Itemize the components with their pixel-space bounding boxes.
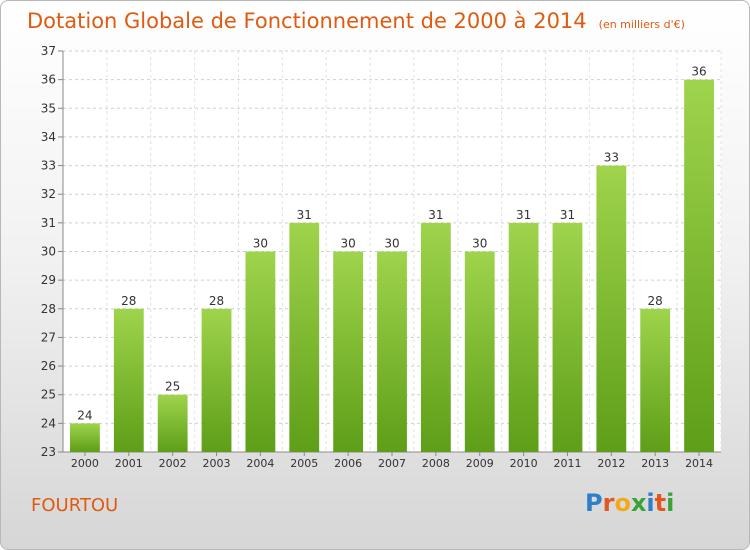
- y-tick-label: 26: [41, 359, 56, 373]
- y-tick-label: 35: [41, 101, 56, 115]
- x-tick-label-2005: 2005: [290, 457, 318, 470]
- x-tick-label-2008: 2008: [422, 457, 450, 470]
- bar-2012: [596, 165, 627, 453]
- x-tick-label-2014: 2014: [685, 457, 713, 470]
- y-tick-label: 25: [41, 388, 56, 402]
- data-label-2003: 28: [209, 294, 224, 308]
- logo-letter: P: [585, 489, 603, 517]
- x-tick-label-2012: 2012: [597, 457, 625, 470]
- logo-letter: o: [614, 489, 631, 517]
- chart-title-text: Dotation Globale de Fonctionnement de 20…: [27, 9, 587, 33]
- bar-2010: [508, 222, 539, 452]
- logo-letter: x: [630, 489, 647, 517]
- x-tick-label-2004: 2004: [246, 457, 274, 470]
- x-tick-label-2002: 2002: [159, 457, 187, 470]
- x-tick-label-2007: 2007: [378, 457, 406, 470]
- x-tick-label-2011: 2011: [553, 457, 581, 470]
- data-label-2010: 31: [516, 208, 531, 222]
- bar-2002: [157, 394, 188, 452]
- place-name: FOURTOU: [31, 495, 119, 516]
- y-tick-label: 37: [41, 44, 56, 58]
- x-tick-label-2010: 2010: [510, 457, 538, 470]
- bar-2001: [113, 308, 144, 452]
- y-tick-label: 29: [41, 273, 56, 287]
- bar-2000: [70, 423, 100, 452]
- logo-letter: i: [646, 489, 655, 517]
- data-label-2004: 30: [253, 237, 268, 251]
- y-tick-label: 24: [41, 416, 56, 430]
- bar-2008: [420, 222, 451, 452]
- y-tick-label: 31: [41, 216, 56, 230]
- data-label-2000: 24: [77, 408, 92, 422]
- data-label-2013: 28: [648, 294, 663, 308]
- data-label-2011: 31: [560, 208, 575, 222]
- labels: 23 24 25 26 27 28 29 30 31 32 33 34 35 36 37 24 2000 28 20…: [41, 44, 713, 470]
- chart-unit: (en milliers d'€): [598, 18, 685, 31]
- bar-2003: [201, 308, 232, 452]
- y-tick-label: 36: [41, 73, 56, 87]
- bar-2006: [333, 251, 364, 452]
- bar-2007: [377, 251, 407, 452]
- bar-2014: [684, 79, 714, 453]
- data-label-2012: 33: [604, 151, 619, 165]
- data-label-2009: 30: [472, 237, 487, 251]
- data-label-2002: 25: [165, 380, 180, 394]
- proxiti-logo[interactable]: Proxiti: [585, 489, 674, 517]
- data-label-2006: 30: [340, 237, 355, 251]
- bar-2004: [245, 251, 276, 452]
- x-tick-label-2003: 2003: [203, 457, 231, 470]
- data-label-2007: 30: [384, 237, 399, 251]
- y-tick-label: 28: [41, 302, 56, 316]
- x-tick-label-2000: 2000: [71, 457, 99, 470]
- y-tick-label: 30: [41, 245, 56, 259]
- x-tick-label-2009: 2009: [466, 457, 494, 470]
- bar-2009: [464, 251, 495, 452]
- y-tick-label: 34: [41, 130, 56, 144]
- bars: [70, 79, 714, 453]
- x-tick-label-2013: 2013: [641, 457, 669, 470]
- y-tick-label: 27: [41, 330, 56, 344]
- y-tick-label: 33: [41, 159, 56, 173]
- logo-letter: i: [666, 489, 675, 517]
- y-tick-label: 32: [41, 187, 56, 201]
- data-label-2005: 31: [297, 208, 312, 222]
- logo-letter: t: [654, 489, 667, 517]
- logo-letter: r: [602, 489, 615, 517]
- x-tick-label-2001: 2001: [115, 457, 143, 470]
- chart-title: Dotation Globale de Fonctionnement de 20…: [27, 9, 685, 33]
- data-label-2001: 28: [121, 294, 136, 308]
- bar-2011: [552, 222, 583, 452]
- x-tick-label-2006: 2006: [334, 457, 362, 470]
- data-label-2014: 36: [691, 65, 706, 79]
- bar-2005: [289, 222, 320, 452]
- data-label-2008: 31: [428, 208, 443, 222]
- y-tick-label: 23: [41, 445, 56, 459]
- bar-2013: [640, 308, 671, 452]
